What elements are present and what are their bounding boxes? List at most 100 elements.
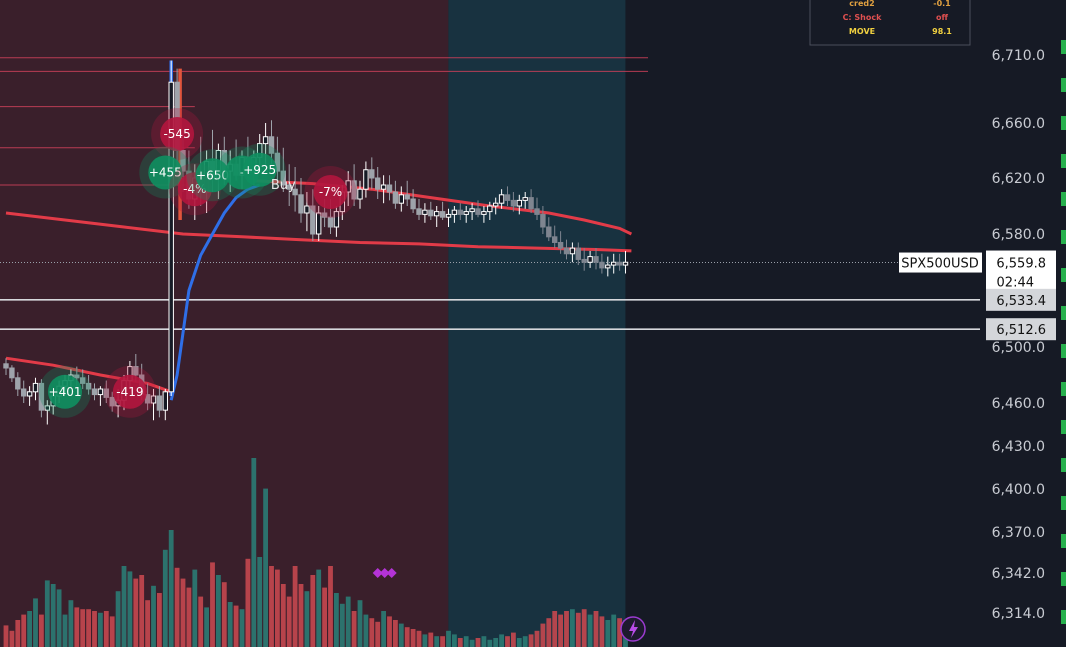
- volume-bar: [322, 587, 327, 647]
- candle-body: [91, 388, 98, 396]
- candle-body: [304, 205, 310, 214]
- candle-body: [274, 152, 281, 172]
- candle-body: [528, 197, 534, 210]
- volume-bar: [475, 638, 481, 647]
- volume-bar: [92, 611, 97, 647]
- candle-body: [404, 194, 410, 200]
- axis-edge-marker: [1061, 420, 1066, 434]
- volume-bar: [286, 596, 292, 647]
- volume-bar: [86, 609, 91, 647]
- candle-body: [569, 247, 576, 255]
- buy-label: Buy: [271, 178, 296, 193]
- volume-bar: [328, 566, 333, 647]
- volume-bar: [275, 569, 280, 647]
- volume-bar: [457, 638, 463, 647]
- candle-body: [410, 198, 416, 210]
- candle-body: [386, 184, 393, 193]
- diamond-marker: [372, 568, 383, 578]
- price-tick-label: 6,710.0: [992, 48, 1045, 64]
- candle-body: [463, 211, 469, 215]
- legend-row-value: -0.1: [933, 0, 951, 8]
- volume-bar: [204, 607, 209, 647]
- volume-bar: [245, 558, 251, 647]
- candle-body: [493, 202, 499, 207]
- volume-bar: [410, 629, 416, 647]
- candle-body: [109, 396, 115, 407]
- volume-bar: [416, 630, 422, 647]
- candle-body: [80, 377, 86, 384]
- session-shade-session-b: [448, 0, 626, 647]
- volume-bar: [599, 616, 605, 647]
- candle-body: [168, 81, 174, 393]
- volume-bar: [552, 611, 558, 647]
- volume-bar: [516, 638, 522, 647]
- volume-bar: [528, 634, 534, 647]
- volume-bar: [404, 627, 410, 647]
- volume-bar: [511, 632, 516, 647]
- trade-marker: -545: [151, 108, 204, 160]
- trade-marker-dot: [148, 155, 183, 190]
- volume-bar: [145, 600, 150, 647]
- trade-marker-dot: [313, 175, 348, 209]
- candle-body: [392, 191, 399, 204]
- candle-body: [32, 382, 39, 393]
- candle-body: [280, 170, 287, 186]
- indicator-legend: cred2 -0.1 C: Shock off MOVE 98.1: [809, 0, 971, 46]
- candle-body: [321, 212, 328, 218]
- axis-edge-marker: [1061, 344, 1066, 358]
- volume-bar: [381, 611, 386, 647]
- volume-bar: [62, 614, 68, 647]
- trade-marker-dot: [242, 152, 277, 187]
- price-tick-label: 6,314.0: [992, 606, 1045, 622]
- legend-row-value: off: [936, 13, 948, 22]
- volume-bar: [587, 614, 593, 647]
- volume-bar: [304, 591, 310, 647]
- candle-body: [286, 184, 292, 190]
- volume-bar: [157, 593, 162, 647]
- volume-bar: [109, 616, 115, 647]
- axis-edge-marker: [1061, 192, 1066, 206]
- volume-bar: [80, 609, 86, 647]
- level-flag-value: 6,512.6: [996, 323, 1046, 338]
- candle-body: [351, 180, 357, 200]
- candle-body: [498, 194, 505, 204]
- volume-bar: [280, 584, 286, 647]
- volume-bar: [98, 612, 103, 647]
- candle-body: [398, 194, 405, 204]
- price-tick-label: 6,500.0: [992, 340, 1045, 356]
- axis-edge-marker: [1061, 230, 1066, 244]
- volume-bar: [192, 569, 198, 647]
- price-tick-label: 6,370.0: [992, 525, 1045, 541]
- countdown-timer: 02:44: [997, 276, 1034, 291]
- volume-bar: [151, 585, 156, 647]
- volume-bar: [168, 530, 174, 647]
- candle-body: [327, 216, 334, 228]
- volume-bar: [398, 623, 404, 647]
- candle-body: [599, 261, 605, 269]
- price-tick-label: 6,660.0: [992, 116, 1045, 132]
- candle-body: [611, 261, 617, 266]
- price-tick-label: 6,620.0: [992, 171, 1045, 187]
- volume-bar: [546, 618, 552, 647]
- candle-body: [44, 405, 50, 411]
- trade-marker: +401: [39, 365, 91, 418]
- volume-bar: [103, 611, 109, 647]
- candle-body: [133, 366, 139, 376]
- axis-edge-marker: [1061, 572, 1066, 586]
- trade-marker: +925: [233, 143, 286, 196]
- volume-bar: [27, 611, 32, 647]
- volume-bar: [469, 639, 475, 647]
- volume-bar: [593, 611, 599, 647]
- volume-bar: [522, 636, 528, 647]
- candle-body: [162, 391, 169, 411]
- candle-body: [85, 382, 92, 390]
- volume-bar: [269, 566, 274, 647]
- candle-body: [616, 261, 623, 266]
- candle-body: [316, 212, 322, 235]
- volume-bar: [33, 598, 38, 647]
- candle-body: [469, 208, 475, 213]
- volume-bar: [487, 639, 493, 647]
- volume-bar: [44, 580, 50, 647]
- symbol-flag: [899, 252, 982, 273]
